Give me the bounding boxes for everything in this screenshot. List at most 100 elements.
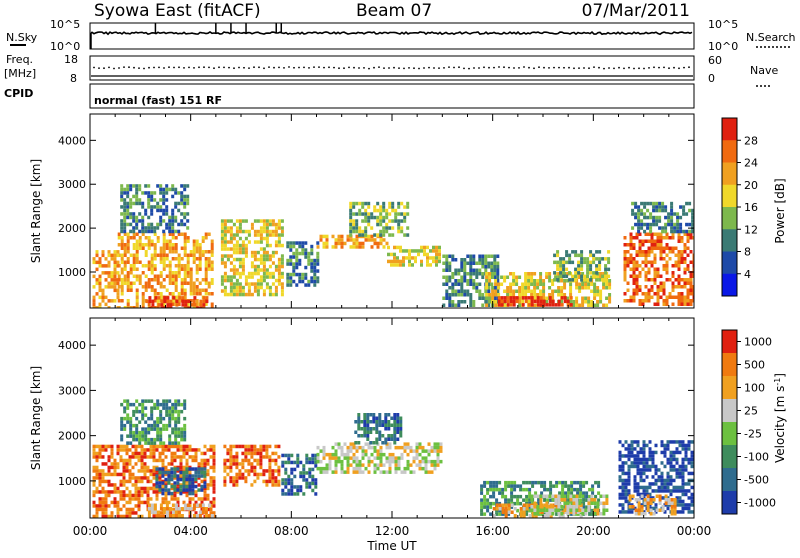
echo-cell [286,276,289,280]
echo-cell [159,188,162,192]
echo-cell [117,261,120,265]
echo-cell [129,473,132,477]
freq-dot [203,66,205,68]
echo-cell [691,461,694,465]
echo-cell [142,264,145,268]
echo-cell [667,507,670,511]
echo-cell [284,461,287,465]
echo-cell [460,290,463,294]
echo-cell [281,489,284,493]
echo-cell [123,212,126,216]
echo-cell [114,268,117,272]
echo-cell [338,460,341,464]
echo-cell [230,233,233,237]
echo-cell [503,276,506,280]
echo-cell [251,272,254,276]
echo-cell [102,490,105,494]
echo-cell [406,212,409,216]
echo-cell [93,476,96,480]
echo-cell [129,230,132,234]
echo-cell [628,454,631,458]
echo-cell [578,509,581,513]
echo-cell [269,244,272,248]
echo-cell [265,455,268,459]
echo-cell [494,279,497,283]
echo-cell [633,278,636,282]
echo-cell [466,293,469,297]
echo-cell [181,292,184,296]
echo-cell [664,479,667,483]
echo-cell [654,243,657,247]
echo-cell [628,468,631,472]
echo-cell [138,469,141,473]
echo-cell [652,216,655,220]
echo-cell [195,452,198,456]
echo-cell [432,246,435,250]
echo-cell [227,230,230,234]
echo-cell [239,237,242,241]
echo-cell [93,285,96,289]
echo-cell [527,283,530,287]
echo-cell [174,230,177,234]
echo-cell [138,497,141,501]
echo-cell [202,254,205,258]
echo-cell [380,463,383,467]
echo-cell [524,293,527,297]
echo-cell [245,237,248,241]
echo-cell [370,212,373,216]
echo-cell [129,184,132,188]
echo-cell [193,261,196,265]
echo-cell [260,230,263,234]
echo-cell [251,265,254,269]
echo-cell [577,264,580,268]
echo-cell [484,290,487,294]
echo-cell [108,473,111,477]
echo-cell [313,269,316,273]
echo-cell [628,479,631,483]
echo-cell [221,247,224,251]
echo-cell [120,448,123,452]
echo-cell [130,282,133,286]
echo-cell [574,268,577,272]
echo-cell [191,488,194,492]
echo-cell [139,261,142,265]
echo-cell [460,286,463,290]
echo-cell [205,271,208,275]
echo-cell [135,480,138,484]
echo-cell [174,410,177,414]
echo-cell [335,242,338,246]
echo-cell [545,502,548,506]
echo-cell [114,261,117,265]
echo-cell [129,205,132,209]
echo-cell [524,279,527,283]
echo-cell [120,403,123,407]
echo-cell [457,283,460,287]
echo-cell [619,468,622,472]
echo-cell [651,243,654,247]
freq-dot [163,67,165,69]
echo-cell [542,290,545,294]
echo-cell [147,195,150,199]
echo-cell [238,473,241,477]
echo-cell [440,460,443,464]
echo-cell [224,223,227,227]
echo-cell [323,446,326,450]
echo-cell [263,230,266,234]
echo-cell [126,399,129,403]
echo-cell [572,502,575,506]
echo-cell [391,209,394,213]
echo-cell [548,272,551,276]
echo-cell [117,462,120,466]
echo-cell [169,243,172,247]
echo-cell [229,462,232,466]
echo-cell [679,230,682,234]
freq-dot [493,67,495,69]
echo-cell [356,446,359,450]
echo-cell [634,447,637,451]
echo-cell [655,223,658,227]
echo-cell [168,438,171,442]
echo-cell [174,494,177,498]
echo-cell [157,303,160,307]
echo-cell [637,223,640,227]
echo-cell [147,476,150,480]
